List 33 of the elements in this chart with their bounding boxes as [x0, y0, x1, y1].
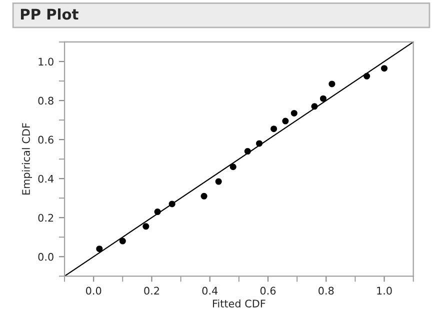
point [142, 223, 150, 230]
point [230, 164, 236, 170]
point [311, 103, 318, 110]
point [200, 192, 208, 200]
point [320, 95, 326, 102]
x-tick-label: 0.0 [86, 286, 102, 295]
y-tick-label: 0.0 [38, 252, 54, 261]
point [256, 140, 263, 147]
point [96, 246, 103, 252]
x-tick-label: 0.2 [144, 286, 159, 295]
y-tick-label: 0.4 [38, 174, 54, 183]
x-tick-label: 0.4 [202, 286, 218, 295]
chart-title: PP Plot [20, 8, 78, 20]
point [154, 208, 161, 216]
point [168, 200, 176, 208]
point [328, 80, 336, 88]
y-tick-label: 0.2 [38, 214, 54, 222]
point [364, 72, 370, 80]
x-tick-label: 0.6 [260, 286, 276, 295]
y-tick-label: 0.6 [38, 136, 54, 144]
y-tick-label: 0.8 [38, 96, 54, 105]
point [119, 238, 126, 244]
x-tick-label: 0.8 [318, 286, 334, 295]
y-axis-title: Empirical CDF [22, 123, 32, 195]
point [290, 110, 298, 116]
x-axis-title: Fitted CDF [212, 299, 266, 308]
point [270, 126, 278, 132]
y-tick-label: 1.0 [38, 58, 54, 66]
x-tick-label: 1.0 [377, 286, 392, 295]
point [244, 148, 251, 155]
point [282, 118, 289, 124]
point [381, 65, 388, 72]
point [215, 178, 222, 185]
